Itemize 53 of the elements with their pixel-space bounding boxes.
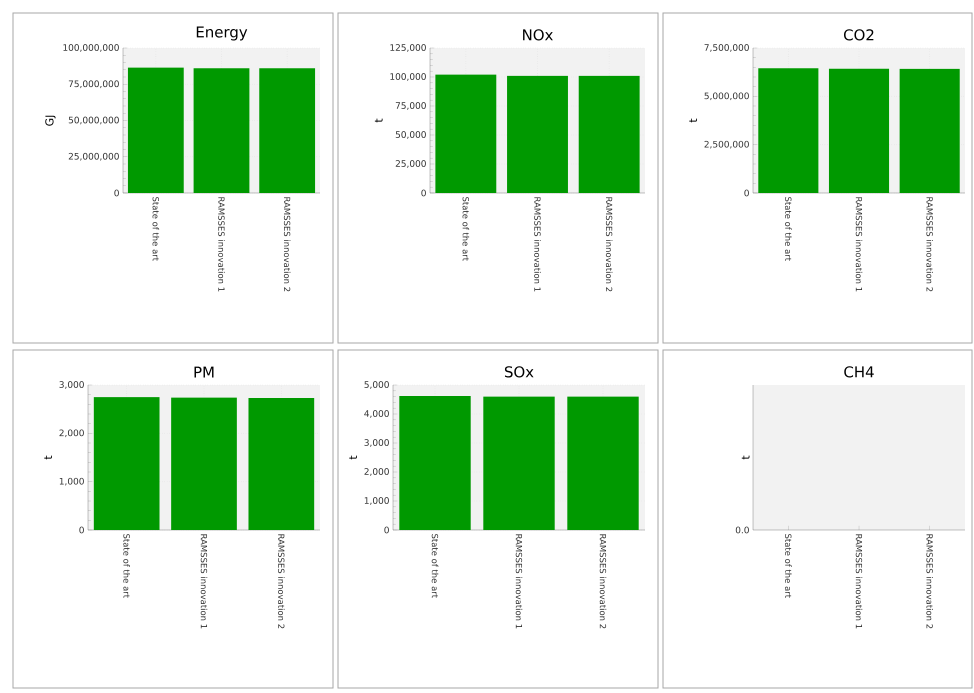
x-tick-label: RAMSSES innovation 1 — [856, 197, 862, 292]
x-tick-label: State of the art — [785, 197, 792, 261]
y-tick-label: 0 — [744, 190, 749, 196]
y-tick-label: 0 — [79, 526, 84, 534]
y-tick-label: 2,500,000 — [704, 140, 749, 149]
y-axis-title: t — [374, 118, 383, 122]
y-tick-label: 0 — [421, 190, 426, 196]
y-tick-label: 50,000 — [396, 131, 426, 139]
y-tick-label: 25,000 — [396, 160, 426, 168]
y-tick-label: 100,000,000 — [63, 44, 119, 52]
y-tick-label: 75,000,000 — [68, 80, 119, 88]
x-tick-label: State of the art — [432, 534, 438, 598]
text: CH4 — [844, 366, 874, 378]
y-tick-label: 4,000 — [364, 410, 389, 418]
x-tick-label: RAMSSES innovation 1 — [516, 534, 522, 628]
y-tick-label: 5,000,000 — [704, 92, 749, 100]
chart-title: PM — [194, 366, 214, 378]
y-tick-label: 1,000 — [364, 497, 389, 505]
y-tick-label: 100,000 — [390, 73, 426, 81]
y-axis-title: t — [689, 118, 698, 122]
text: 0.0 — [736, 526, 749, 534]
y-tick-label: 2,000 — [59, 429, 84, 438]
y-tick-label: 2,000 — [364, 468, 389, 476]
y-tick-label: 0 — [114, 190, 119, 196]
y-tick-label: 75,000 — [396, 102, 426, 110]
chart-title: CO2 — [844, 29, 874, 41]
y-tick-label: 50,000,000 — [68, 116, 119, 124]
x-tick-label: RAMSSES innovation 2 — [284, 197, 290, 292]
y-tick-label: 7,500,000 — [704, 44, 749, 52]
x-tick-label: RAMSSES innovation 1 — [534, 197, 541, 292]
y-tick-label: 0 — [384, 526, 389, 534]
x-tick-label: RAMSSES innovation 1 — [218, 197, 225, 292]
chart-title: SOx — [504, 366, 534, 378]
x-tick-label: RAMSSES innovation 2 — [926, 197, 933, 292]
y-tick-label: 125,000 — [390, 44, 426, 52]
chart-title: Energy — [196, 26, 248, 40]
x-tick-label: RAMSSES innovation 1 — [200, 534, 208, 628]
y-tick-label: 1,000 — [60, 478, 84, 486]
x-tick-label: State of the art — [462, 197, 470, 261]
chart-title: NOx — [523, 29, 553, 41]
x-tick-label: RAMSSES innovation 2 — [600, 534, 606, 628]
y-tick-label: 25,000,000 — [68, 152, 119, 161]
y-tick-label: 5,000 — [364, 381, 389, 389]
text: t — [742, 456, 750, 460]
x-tick-label: RAMSSES innovation 2 — [278, 534, 285, 628]
x-tick-label: RAMSSES innovation 2 — [606, 197, 612, 292]
y-tick-label: 3,000 — [364, 439, 389, 447]
x-tick-label: State of the art — [123, 534, 130, 598]
x-tick-label: State of the art — [152, 197, 160, 261]
y-axis-title: t — [349, 456, 357, 460]
y-axis-title: t — [44, 456, 52, 460]
y-axis-title: GJ — [45, 116, 56, 126]
y-tick-label: 3,000 — [60, 381, 84, 389]
